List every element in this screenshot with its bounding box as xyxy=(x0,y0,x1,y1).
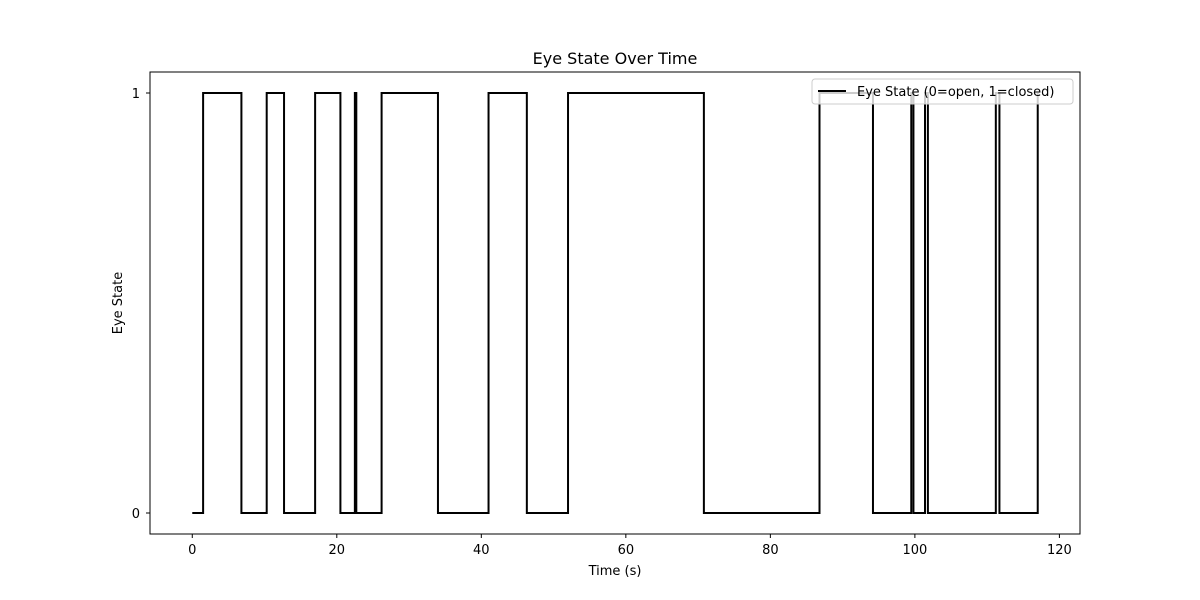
x-tick-label: 20 xyxy=(329,543,346,558)
legend: Eye State (0=open, 1=closed) xyxy=(811,78,1074,105)
axes-frame xyxy=(149,71,1081,535)
x-tick-label: 40 xyxy=(473,543,490,558)
x-tick-label: 60 xyxy=(618,543,635,558)
y-tick-label: 1 xyxy=(132,87,140,102)
y-axis-label: Eye State xyxy=(111,272,126,334)
legend-label: Eye State (0=open, 1=closed) xyxy=(857,85,1055,100)
x-axis-label: Time (s) xyxy=(588,564,642,579)
axis-ticks: 0 20 40 60 80 100 120 0 1 xyxy=(132,87,1072,558)
legend-box xyxy=(811,78,1074,105)
chart-title: Eye State Over Time xyxy=(533,49,698,68)
x-tick-label: 80 xyxy=(762,543,779,558)
x-tick-label: 0 xyxy=(188,543,196,558)
x-tick-label: 100 xyxy=(902,543,927,558)
x-tick-label: 120 xyxy=(1047,543,1072,558)
y-tick-label: 0 xyxy=(132,507,140,522)
